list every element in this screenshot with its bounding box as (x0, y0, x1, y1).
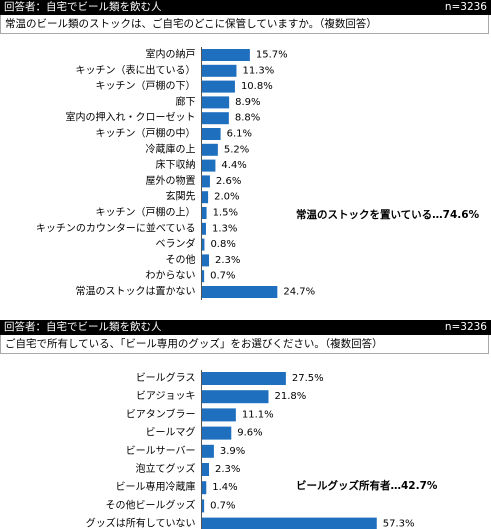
value-label: 2.6% (216, 176, 241, 187)
category-label: ベランダ (156, 237, 196, 250)
bar (202, 80, 235, 93)
value-label: 4.4% (221, 160, 246, 171)
category-label: わからない (146, 270, 196, 282)
category-label: キッチンのカウンターに並べている (36, 221, 196, 234)
category-label: その他 (166, 253, 196, 266)
bar (202, 207, 207, 219)
bar (202, 222, 206, 235)
value-label: 11.1% (242, 409, 274, 420)
sample-size: n=3236 (444, 321, 487, 333)
value-label: 2.3% (215, 255, 240, 266)
category-label: 冷蔵庫の上 (146, 142, 196, 155)
category-label: 廊下 (176, 95, 196, 108)
bar (202, 463, 210, 476)
highlight-annotation: ビールグッズ所有者…42.7% (296, 479, 438, 492)
highlight-annotation: 常温のストックを置いている…74.6% (296, 208, 480, 221)
category-label: ビールマグ (146, 426, 196, 439)
category-label: ビール専用冷蔵庫 (116, 480, 196, 493)
bar (202, 517, 377, 529)
category-label: 泡立てグッズ (136, 462, 196, 475)
chart-panel-storage: 回答者：自宅でビール類を飲む人 n=3236 常温のビール類のストックは、ご自宅… (0, 0, 491, 300)
category-label: 玄関先 (166, 190, 196, 203)
respondent-label: 回答者：自宅でビール類を飲む人 (4, 321, 162, 333)
value-label: 15.7% (256, 50, 288, 61)
bar (202, 159, 216, 172)
panel-header: 回答者：自宅でビール類を飲む人 n=3236 (0, 320, 491, 335)
value-label: 2.0% (214, 192, 239, 203)
bar (202, 390, 269, 404)
category-label: 常温のストックは置かない (76, 285, 196, 298)
category-label: ビアジョッキ (136, 390, 196, 402)
category-label: 屋外の物置 (146, 174, 196, 187)
bar (202, 408, 236, 422)
bar (202, 143, 218, 156)
category-label: 床下収納 (156, 158, 196, 171)
bar-chart-goods: ビールグラス 27.5% ビアジョッキ 21.8% ビアタンブラー 11.1% ビールマグ 9… (86, 370, 438, 529)
category-label: ビアタンブラー (126, 407, 196, 420)
value-label: 21.8% (274, 391, 306, 402)
category-label: キッチン（戸棚の中） (96, 127, 196, 140)
value-label: 11.3% (242, 65, 274, 76)
value-label: 6.1% (227, 129, 252, 140)
bar-chart-storage: 室内の納戸 15.7% キッチン（表に出ている） 11.3% キッチン（戸棚の下） 10.… (36, 47, 480, 300)
bar (202, 96, 230, 109)
bar (202, 270, 205, 283)
bar (202, 444, 214, 458)
bar (202, 49, 250, 61)
value-label: 3.9% (220, 446, 245, 457)
bar (202, 254, 210, 267)
value-label: 9.6% (237, 428, 262, 439)
bar (202, 481, 207, 495)
bar (202, 238, 205, 251)
bar (202, 372, 286, 385)
category-label: キッチン（戸棚の下） (96, 79, 196, 92)
category-label: ビールグラス (136, 371, 196, 384)
value-label: 5.2% (224, 144, 249, 155)
value-label: 2.3% (215, 464, 240, 475)
question-text: 常温のビール類のストックは、ご自宅のどこに保管していますか。（複数回答） (0, 15, 489, 34)
value-label: 8.9% (235, 97, 260, 108)
value-label: 1.4% (212, 482, 237, 493)
category-label: 室内の納戸 (146, 48, 196, 61)
chart-panel-goods: 回答者：自宅でビール類を飲む人 n=3236 ご自宅で所有している、「ビール専用… (0, 320, 491, 529)
value-label: 8.8% (235, 113, 260, 124)
value-label: 0.8% (210, 239, 235, 250)
bar (202, 112, 229, 125)
value-label: 1.5% (213, 208, 238, 219)
respondent-label: 回答者：自宅でビール類を飲む人 (4, 1, 162, 13)
bar (202, 175, 210, 188)
value-label: 0.7% (210, 500, 235, 511)
category-label: ビールサーバー (126, 445, 196, 457)
bar (202, 426, 232, 440)
panel-header: 回答者：自宅でビール類を飲む人 n=3236 (0, 0, 491, 15)
value-label: 24.7% (283, 287, 315, 298)
value-label: 1.3% (212, 223, 237, 234)
bar (202, 64, 237, 77)
value-label: 10.8% (241, 81, 273, 92)
category-label: キッチン（戸棚の上） (96, 206, 196, 219)
bar (202, 286, 278, 298)
value-label: 27.5% (292, 373, 324, 384)
question-text: ご自宅で所有している、「ビール専用のグッズ」をお選びください。（複数回答） (0, 335, 489, 354)
bar (202, 499, 205, 513)
bar (202, 191, 209, 204)
category-label: キッチン（表に出ている） (76, 63, 196, 76)
bar (202, 128, 221, 140)
category-label: その他ビールグッズ (106, 498, 196, 511)
sample-size: n=3236 (444, 1, 487, 13)
category-label: グッズは所有していない (86, 517, 196, 529)
value-label: 0.7% (210, 271, 235, 282)
category-label: 室内の押入れ・クローゼット (66, 111, 196, 124)
value-label: 57.3% (383, 519, 415, 529)
